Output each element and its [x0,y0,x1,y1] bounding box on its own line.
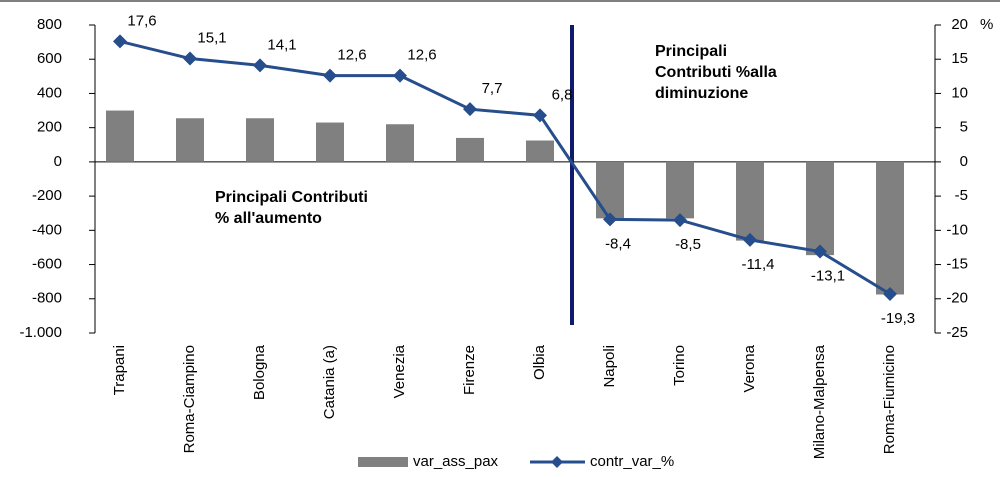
y2-tick-label: -15 [946,256,968,273]
x-tick-label: Roma-Fiumicino [881,345,898,454]
data-label: 12,6 [407,47,436,64]
bar [106,110,134,162]
data-label: 15,1 [197,30,226,47]
legend-swatch [551,456,563,468]
bar [736,161,764,241]
marker [323,68,337,83]
x-tick-label: Napoli [601,345,618,388]
bar [876,161,904,295]
marker [533,108,547,123]
data-label: -19,3 [881,310,915,327]
y-tick-label: -400 [32,221,62,238]
marker [883,286,897,301]
y-tick-label: 0 [54,153,62,170]
data-label: -11,4 [741,256,774,273]
x-tick-label: Olbia [531,344,548,380]
bar [806,161,834,256]
marker [183,51,197,66]
y-tick-label: -800 [32,290,62,307]
annotation: Principali [655,43,727,60]
y2-tick-label: -25 [946,324,968,341]
annotation: diminuzione [655,85,748,102]
marker [673,213,687,228]
x-tick-label: Milano-Malpensa [811,344,828,459]
y-tick-label: 400 [37,84,62,101]
bar [316,122,344,162]
y2-tick-label: -10 [946,221,968,238]
x-tick-label: Bologna [251,344,268,400]
marker [603,212,617,227]
x-tick-label: Roma-Ciampino [181,345,198,453]
annotation: Principali Contributi [215,189,368,206]
bar [246,118,274,162]
y2-unit: % [980,16,993,33]
y2-tick-label: 10 [951,84,968,101]
bar [386,124,414,162]
annotation: Contributi %alla [655,64,777,81]
bar [666,161,694,219]
annotation: % all'aumento [215,210,322,227]
data-label: 6,8 [552,86,573,103]
y-tick-label: -600 [32,256,62,273]
y-tick-label: 800 [37,16,62,33]
x-tick-label: Trapani [111,345,128,395]
marker [113,34,127,49]
x-tick-label: Venezia [391,344,408,398]
legend-label: contr_var_% [590,453,674,470]
x-tick-label: Catania (a) [321,345,338,419]
bar [596,161,624,219]
y2-tick-label: 15 [951,50,968,67]
y2-tick-label: -20 [946,290,968,307]
data-label: -8,4 [605,235,631,252]
bar [456,137,484,162]
marker [813,244,827,259]
marker [253,58,267,73]
y-tick-label: 200 [37,119,62,136]
data-label: -13,1 [811,268,845,285]
bar [526,140,554,162]
y-tick-label: -1.000 [19,324,62,341]
data-label: 12,6 [337,47,366,64]
x-tick-label: Torino [671,345,688,386]
data-label: -8,5 [675,236,701,253]
y2-tick-label: 20 [951,16,968,33]
marker [393,68,407,83]
x-tick-label: Verona [741,344,758,392]
y-tick-label: 600 [37,50,62,67]
line [119,39,891,296]
marker [743,232,757,247]
marker [463,102,477,117]
data-label: 7,7 [482,80,503,97]
legend-swatch [358,457,408,467]
y-tick-label: -200 [32,187,62,204]
y2-tick-label: -5 [955,187,968,204]
bar [176,118,204,162]
data-label: 17,6 [127,12,156,29]
y2-tick-label: 0 [960,153,968,170]
data-label: 14,1 [267,36,296,53]
x-tick-label: Firenze [461,345,478,395]
legend-label: var_ass_pax [413,453,499,470]
y2-tick-label: 5 [960,119,968,136]
